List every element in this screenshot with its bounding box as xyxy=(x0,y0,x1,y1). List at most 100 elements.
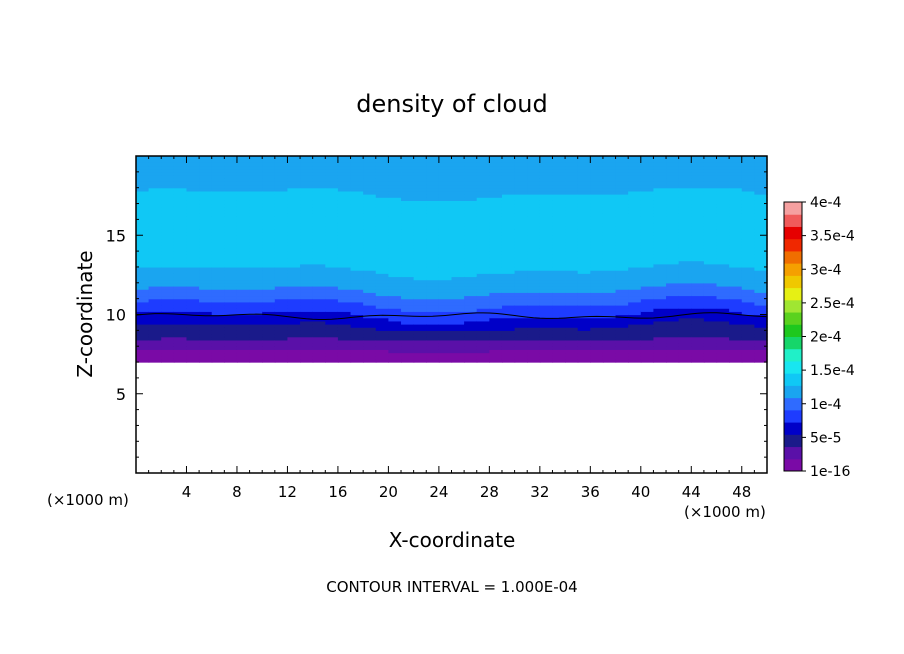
field-cell xyxy=(501,317,516,322)
field-cell xyxy=(224,200,238,205)
field-cell xyxy=(350,194,364,198)
field-cell xyxy=(300,266,314,271)
field-cell xyxy=(388,355,402,360)
field-cell xyxy=(489,219,503,224)
field-cell xyxy=(274,206,289,211)
field-cell xyxy=(388,235,402,240)
field-cell xyxy=(363,282,377,287)
field-cell xyxy=(426,206,440,211)
field-cell xyxy=(527,276,541,281)
field-cell xyxy=(741,175,755,179)
field-cell xyxy=(211,162,225,167)
field-cell xyxy=(703,184,718,189)
field-cell xyxy=(312,206,326,211)
field-cell xyxy=(602,270,617,274)
field-cell xyxy=(363,200,377,205)
field-cell xyxy=(552,352,566,357)
field-cell xyxy=(363,216,377,220)
field-cell xyxy=(312,213,326,217)
field-cell xyxy=(628,222,642,227)
field-cell xyxy=(325,228,339,233)
field-cell xyxy=(438,285,453,290)
field-cell xyxy=(703,343,718,347)
field-cell xyxy=(136,273,150,278)
field-cell xyxy=(300,304,314,309)
field-cell xyxy=(514,352,528,357)
field-cell xyxy=(514,213,528,217)
field-cell xyxy=(741,197,755,201)
field-cell xyxy=(489,308,503,312)
field-cell xyxy=(653,168,667,173)
field-cell xyxy=(300,190,314,195)
field-cell xyxy=(691,285,705,290)
field-cell xyxy=(552,308,566,312)
field-cell xyxy=(388,333,402,338)
field-cell xyxy=(224,276,238,281)
field-cell xyxy=(401,257,415,262)
field-cell xyxy=(136,178,150,182)
field-cell xyxy=(249,194,263,198)
field-cell xyxy=(148,178,162,182)
field-cell xyxy=(501,184,516,189)
field-cell xyxy=(527,333,541,338)
field-cell xyxy=(501,181,516,186)
field-cell xyxy=(413,181,427,186)
field-cell xyxy=(602,175,617,179)
field-cell xyxy=(287,304,301,309)
field-cell xyxy=(514,206,528,211)
field-cell xyxy=(236,276,251,281)
field-cell xyxy=(413,292,427,297)
field-cell xyxy=(224,244,238,249)
field-cell xyxy=(741,324,755,328)
field-cell xyxy=(539,273,554,278)
field-cell xyxy=(413,222,427,227)
field-cell xyxy=(363,285,377,290)
field-cell xyxy=(363,225,377,230)
field-cell xyxy=(199,171,213,176)
field-cell xyxy=(388,238,402,243)
field-cell xyxy=(236,181,251,186)
field-cell xyxy=(287,181,301,186)
field-cell xyxy=(678,266,692,271)
field-cell xyxy=(173,266,188,271)
field-cell xyxy=(602,336,617,341)
field-cell xyxy=(136,263,150,268)
field-cell xyxy=(691,251,705,255)
field-cell xyxy=(186,266,200,271)
field-cell xyxy=(224,228,238,233)
field-cell xyxy=(249,159,263,163)
field-cell xyxy=(312,216,326,220)
field-cell xyxy=(438,327,453,331)
field-cell xyxy=(716,254,730,259)
field-cell xyxy=(413,339,427,344)
field-cell xyxy=(388,298,402,303)
field-cell xyxy=(350,197,364,201)
field-cell xyxy=(741,346,755,350)
field-cell xyxy=(464,279,478,284)
field-cell xyxy=(678,247,692,252)
field-cell xyxy=(577,213,591,217)
field-cell xyxy=(211,213,225,217)
field-cell xyxy=(628,197,642,201)
field-cell xyxy=(615,346,629,350)
field-cell xyxy=(262,330,276,335)
field-cell xyxy=(199,222,213,227)
field-cell xyxy=(741,244,755,249)
field-cell xyxy=(514,178,528,182)
field-cell xyxy=(754,254,768,259)
field-cell xyxy=(312,162,326,167)
field-cell xyxy=(287,298,301,303)
field-cell xyxy=(666,228,680,233)
field-cell xyxy=(628,320,642,325)
field-cell xyxy=(666,263,680,268)
field-cell xyxy=(489,266,503,271)
field-cell xyxy=(501,156,516,160)
field-cell xyxy=(300,358,314,363)
field-cell xyxy=(388,289,402,293)
field-cell xyxy=(501,263,516,268)
field-cell xyxy=(148,168,162,173)
field-cell xyxy=(552,273,566,278)
field-cell xyxy=(565,232,579,236)
field-cell xyxy=(653,184,667,189)
field-cell xyxy=(186,324,200,328)
